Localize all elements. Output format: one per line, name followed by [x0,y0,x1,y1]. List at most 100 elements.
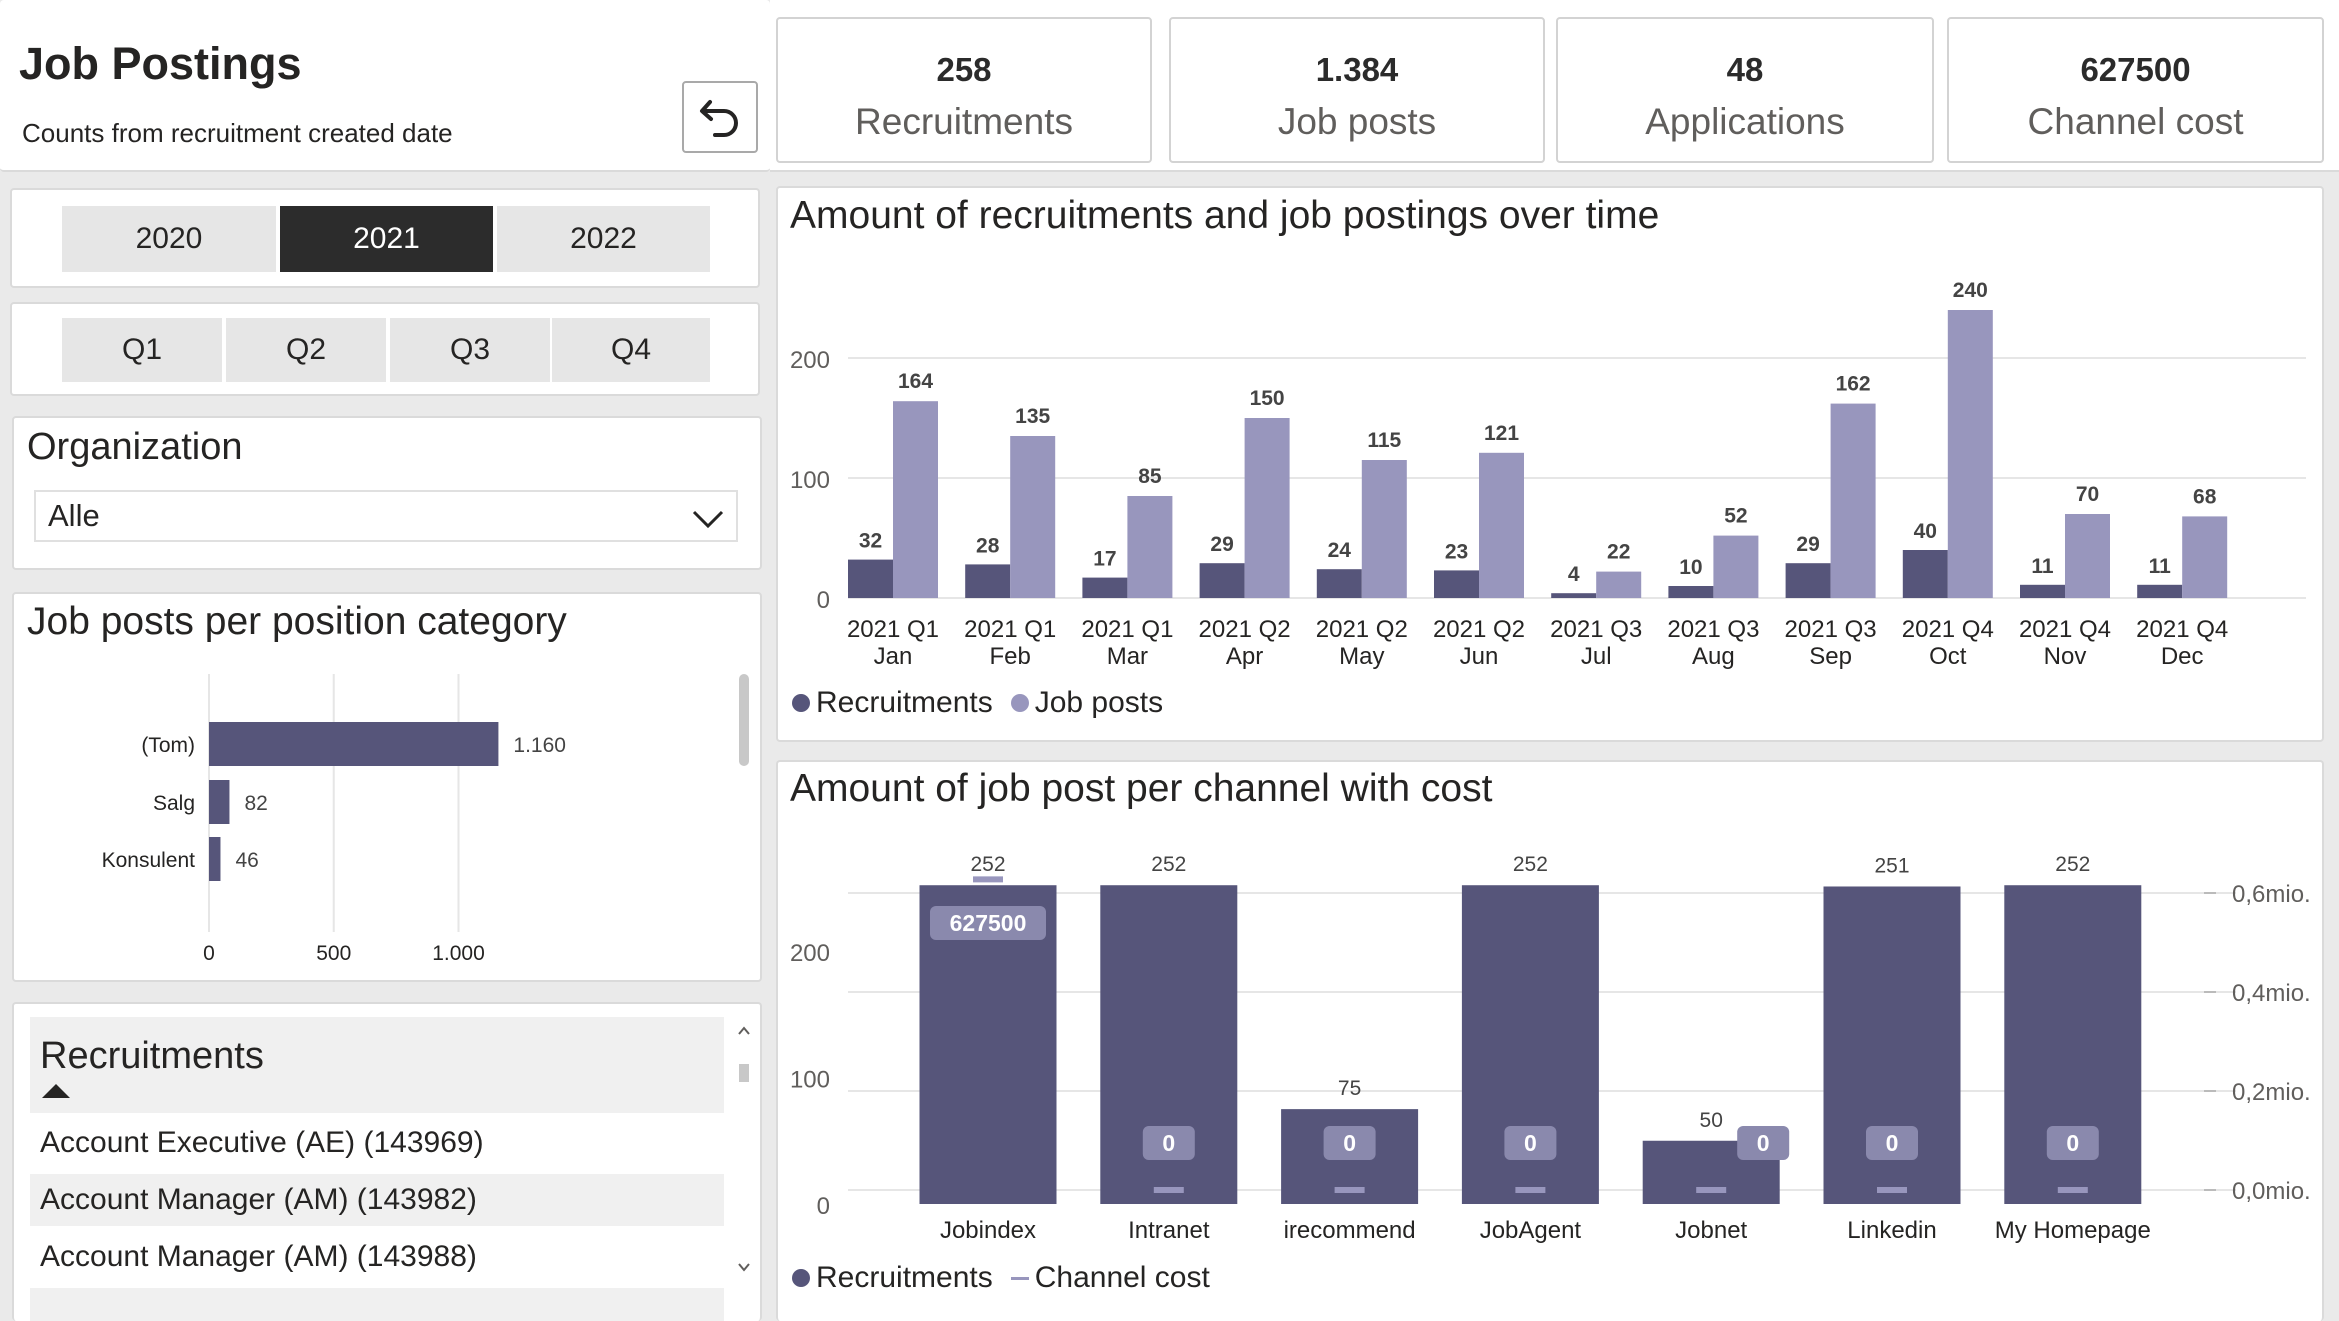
x-tick-label: 2021 Q4 [2136,616,2228,643]
x-tick-label: 2021 Q1 [964,616,1056,643]
data-label-job-posts: 115 [1367,429,1401,452]
cost-data-label: 0 [1757,1130,1770,1156]
x-tick-label: Dec [2161,643,2204,670]
data-label-recruitments: 23 [1445,540,1468,563]
reset-filters-button[interactable] [682,81,758,153]
cost-label-badge [930,906,1046,940]
position-category-panel [12,592,762,982]
x-tick-label: JobAgent [1480,1217,1582,1244]
data-label: 1.160 [513,734,566,757]
time-chart-title: Amount of recruitments and job postings … [790,194,1660,237]
data-label-recruitments: 28 [976,534,1000,557]
bar-recruitments [965,564,1011,598]
kpi-value: 1.384 [1315,51,1399,88]
bar-recruitments [2137,584,2183,598]
x-tick-label: Sep [1809,643,1852,670]
legend-label-channel-cost: Channel cost [1034,1261,1210,1294]
x-tick-label: irecommend [1284,1217,1416,1244]
data-label: 50 [1700,1109,1723,1132]
kpi-value: 627500 [2080,51,2191,88]
data-label-job-posts: 164 [898,370,933,393]
bar-job-posts [1127,496,1173,598]
cost-label-badge [1142,1126,1195,1160]
data-label-recruitments: 11 [2031,555,2054,578]
cost-data-label: 0 [1524,1130,1537,1156]
bar-job-posts [1244,418,1290,598]
kpi-label: Recruitments [855,101,1073,142]
scroll-down-icon [738,1263,750,1272]
legend-label-job-posts: Job posts [1034,686,1164,719]
y2-tick-label: 0,0mio. [2232,1178,2311,1205]
data-label: 252 [970,853,1005,876]
cost-label-badge [1737,1126,1790,1160]
year-option-2021[interactable]: 2021 [280,206,493,272]
x-tick-label: Jobindex [940,1217,1036,1244]
legend-swatch-recruitments [792,1269,810,1287]
x-tick-label: Linkedin [1847,1217,1936,1244]
x-tick-label: 2021 Q3 [1667,616,1759,643]
position-chart-scrollbar[interactable] [739,674,749,766]
x-tick-label: 2021 Q3 [1785,616,1877,643]
year-option-2020[interactable]: 2020 [62,206,276,272]
table-scrollbar[interactable] [734,1020,754,1280]
kpi-value: 258 [936,51,992,88]
x-tick-label: Jan [874,643,913,670]
organization-selected-value: Alle [48,498,100,533]
data-label-job-posts: 135 [1015,405,1050,428]
bar-job-posts [2065,514,2110,598]
year-option-2022[interactable]: 2022 [497,206,710,272]
bar-position-category [209,722,499,766]
kpi-label: Channel cost [2027,101,2244,142]
quarter-option-q2[interactable]: Q2 [226,318,386,382]
kpi-card-job-posts[interactable]: 1.384 Job posts [1169,17,1545,163]
data-label-job-posts: 121 [1484,422,1519,445]
position-chart-title: Job posts per position category [27,600,567,643]
table-row[interactable]: Account Manager (AM) (143988) [40,1240,477,1273]
position-category-chart: 0 500 1.000 (Tom) 1.160 Salg 82 Konsulent 46 [102,674,566,965]
x-tick-label: 2021 Q4 [2019,616,2111,643]
channel-chart-title: Amount of job post per channel with cost [790,767,1493,810]
bar-recruitments [1785,563,1831,598]
recruitments-table-header[interactable]: Recruitments [30,1017,724,1113]
cost-label-badge [2046,1126,2099,1160]
y-tick-label: 100 [790,1067,830,1094]
table-row[interactable]: Account Manager (AM) (143982) [30,1174,724,1226]
quarter-option-q4[interactable]: Q4 [552,318,710,382]
data-label-recruitments: 4 [1568,563,1580,586]
x-tick-label: 1.000 [432,942,485,965]
legend-swatch-recruitments [792,694,810,712]
data-label-recruitments: 32 [859,530,882,553]
kpi-card-channel-cost[interactable]: 627500 Channel cost [1947,17,2324,163]
data-label-job-posts: 70 [2076,483,2099,506]
data-label: 252 [1151,853,1186,876]
x-tick-label: Feb [990,643,1031,670]
table-row[interactable]: Account Executive (AE) (143969) [40,1126,484,1159]
legend-label-recruitments: Recruitments [816,686,993,719]
bar-recruitments [1551,593,1597,598]
x-tick-label: Oct [1929,643,1967,670]
x-tick-label: 2021 Q4 [1902,616,1994,643]
kpi-card-recruitments[interactable]: 258 Recruitments [776,17,1152,163]
bar-recruitments [1199,563,1245,598]
bar-job-posts [1713,535,1759,598]
y-tick-label: 0 [817,587,830,614]
x-tick-label: 2021 Q3 [1550,616,1642,643]
quarter-option-q3[interactable]: Q3 [390,318,550,382]
organization-dropdown[interactable]: Alle [34,490,738,542]
table-row-partial[interactable] [30,1288,724,1321]
quarter-option-q1[interactable]: Q1 [62,318,222,382]
y-tick-label: 0 [817,1193,830,1220]
data-label-job-posts: 68 [2193,485,2217,508]
x-tick-label: Mar [1107,643,1148,670]
x-tick-label: Jobnet [1675,1217,1747,1244]
kpi-card-applications[interactable]: 48 Applications [1556,17,1934,163]
bar-job-posts [1947,310,1993,598]
y-tick-label: 200 [790,347,830,374]
bar-recruitments [1082,577,1128,598]
data-label-job-posts: 150 [1250,387,1285,410]
bar-job-posts [1479,452,1524,598]
cost-data-label: 0 [1886,1130,1899,1156]
bar-job-posts [893,401,938,598]
data-label: 252 [2055,853,2090,876]
data-label-job-posts: 240 [1953,279,1988,302]
